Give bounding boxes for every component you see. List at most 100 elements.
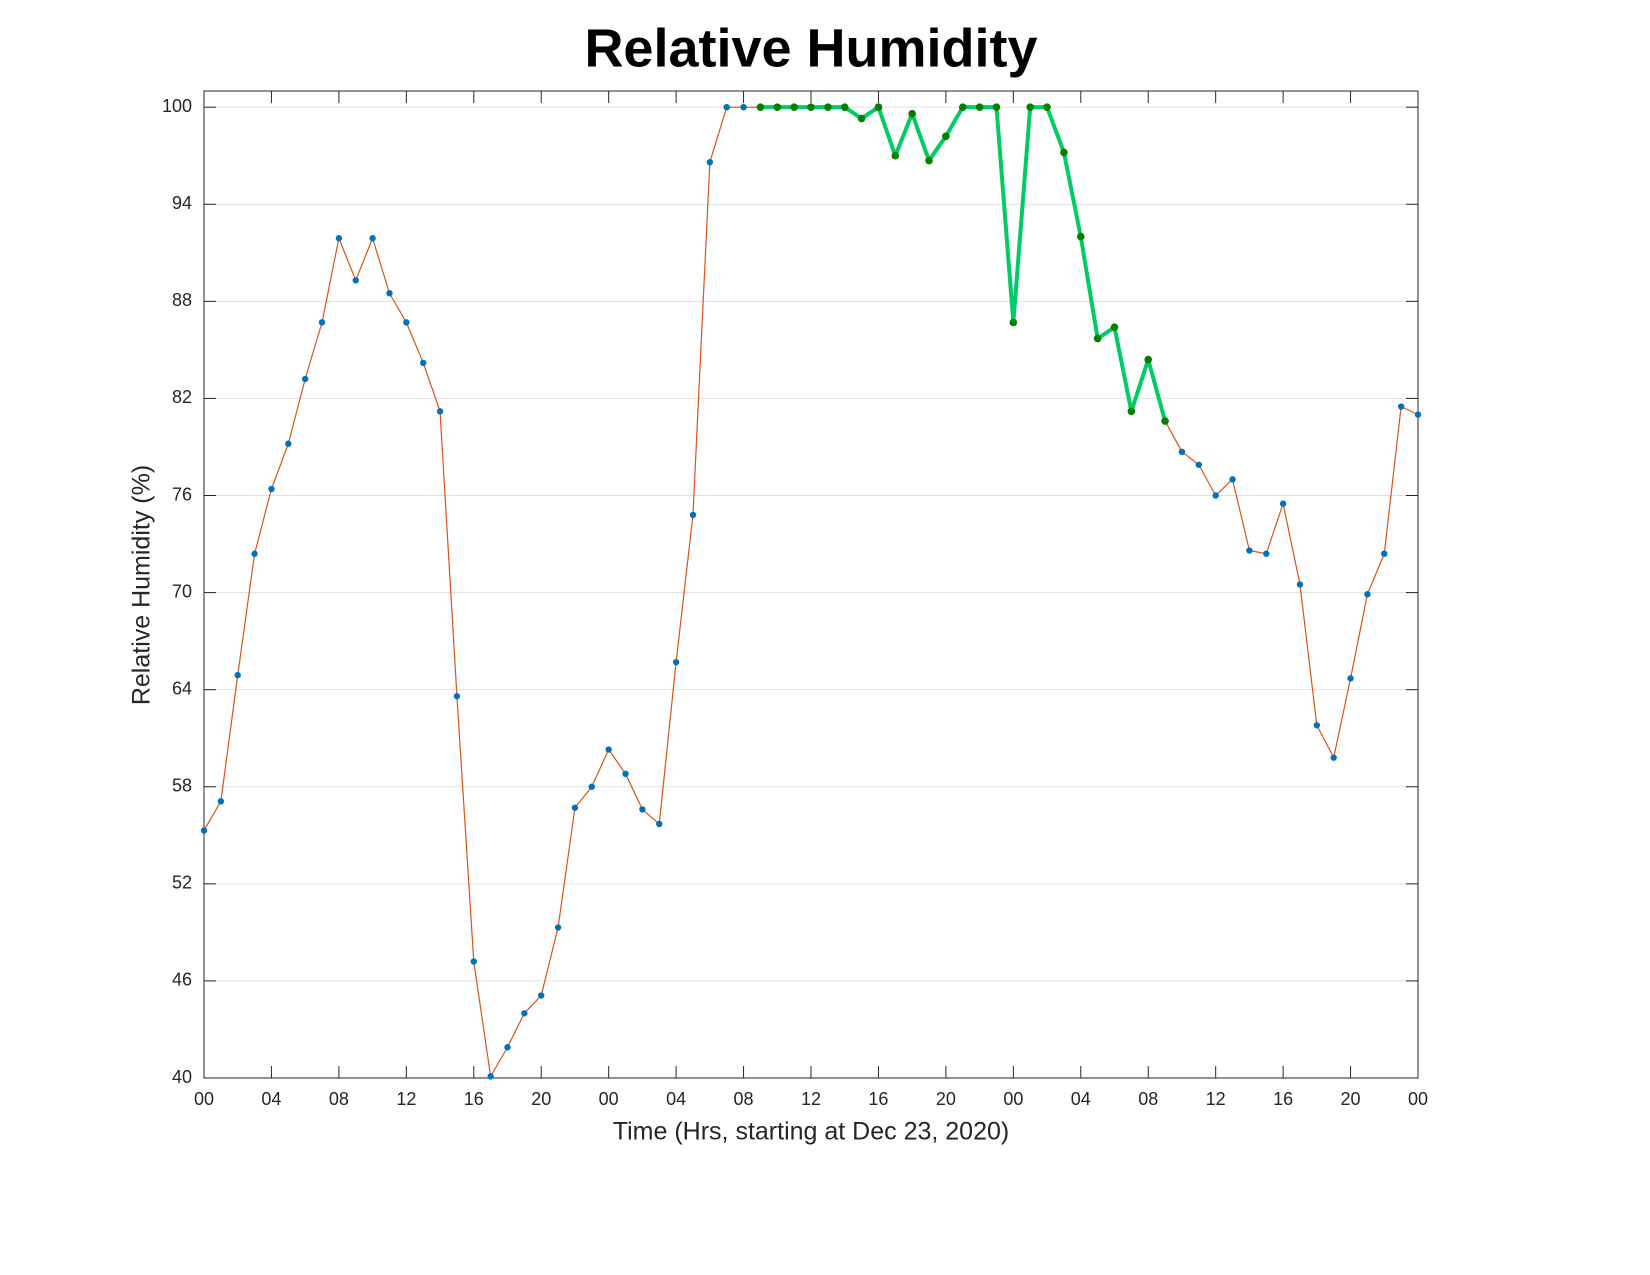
data-point [1043, 103, 1051, 111]
x-tick-label: 00 [194, 1089, 214, 1109]
data-point [672, 658, 680, 666]
data-point [1414, 411, 1422, 418]
data-point [824, 103, 832, 111]
data-point [958, 103, 967, 111]
y-tick-label: 70 [172, 581, 192, 601]
x-tick-label: 12 [396, 1089, 416, 1109]
y-tick-label: 46 [172, 970, 192, 990]
data-point [925, 156, 933, 165]
data-point [1026, 103, 1034, 111]
data-point [1313, 722, 1321, 729]
data-point [605, 746, 612, 753]
data-point [318, 319, 326, 326]
data-point [1093, 334, 1102, 343]
data-point [419, 359, 427, 367]
data-point [554, 924, 562, 931]
x-tick-label: 08 [734, 1089, 754, 1109]
x-tick-label: 00 [599, 1089, 619, 1109]
data-point [1397, 403, 1405, 410]
data-point [706, 158, 714, 166]
x-tick-label: 04 [666, 1089, 686, 1109]
x-tick-label: 20 [531, 1089, 551, 1109]
data-point [1110, 323, 1119, 332]
data-point [942, 132, 950, 141]
data-point [1246, 547, 1253, 554]
data-point [1144, 355, 1153, 364]
x-tick-label: 12 [801, 1089, 821, 1109]
data-point [301, 375, 309, 383]
data-point [1127, 407, 1136, 416]
data-point [352, 277, 359, 284]
data-point [369, 235, 376, 242]
y-tick-label: 52 [172, 873, 192, 893]
data-point [1330, 754, 1337, 761]
data-point [840, 103, 849, 111]
data-point [521, 1010, 528, 1017]
data-point [1009, 318, 1018, 327]
data-point [200, 827, 208, 834]
x-tick-label: 12 [1206, 1089, 1226, 1109]
data-point [538, 992, 545, 999]
data-point [251, 550, 258, 557]
data-point [1212, 492, 1219, 499]
x-tick-label: 16 [868, 1089, 888, 1109]
data-point [1364, 591, 1371, 598]
data-point [790, 103, 798, 111]
x-tick-label: 00 [1408, 1089, 1428, 1109]
data-point [740, 103, 747, 111]
x-tick-label: 20 [936, 1089, 956, 1109]
data-point [588, 783, 596, 790]
data-point [470, 958, 477, 965]
data-point [1347, 675, 1354, 682]
data-point [1060, 148, 1068, 157]
data-point [1263, 550, 1270, 557]
data-point [622, 770, 629, 778]
series-line [203, 106, 1419, 1077]
data-point [487, 1073, 494, 1080]
y-tick-label: 64 [172, 678, 192, 698]
data-point [571, 804, 579, 811]
x-tick-label: 04 [261, 1089, 281, 1109]
plot-frame [203, 90, 1419, 1079]
data-point [689, 511, 697, 519]
chart-title: Relative Humidity [584, 18, 1037, 78]
data-point [403, 319, 410, 326]
data-point [453, 692, 461, 700]
data-point [1229, 476, 1236, 483]
series-line [760, 105, 1168, 422]
data-point [773, 103, 782, 111]
y-tick-label: 88 [172, 290, 192, 310]
y-tick-label: 58 [172, 776, 192, 796]
data-point [268, 485, 275, 493]
data-point [504, 1044, 511, 1051]
data-point [1076, 232, 1085, 241]
data-point [756, 103, 765, 111]
data-point [386, 290, 393, 297]
y-tick-label: 94 [172, 193, 192, 213]
y-tick-label: 76 [172, 484, 192, 504]
data-point [1296, 581, 1304, 588]
data-point [285, 440, 292, 447]
x-tick-label: 16 [464, 1089, 484, 1109]
data-point [436, 408, 444, 415]
y-tick-label: 100 [162, 96, 192, 116]
data-point [874, 103, 883, 111]
data-point [217, 798, 225, 805]
data-point [656, 820, 663, 828]
x-tick-label: 16 [1273, 1089, 1293, 1109]
y-tick-label: 40 [172, 1067, 192, 1087]
data-point [857, 114, 866, 123]
data-point [1178, 448, 1186, 456]
x-tick-label: 00 [1003, 1089, 1023, 1109]
data-point [1381, 550, 1388, 557]
x-tick-label: 08 [329, 1089, 349, 1109]
data-point [1279, 500, 1287, 507]
x-tick-label: 20 [1341, 1089, 1361, 1109]
data-point [335, 235, 343, 242]
data-point [1161, 417, 1169, 425]
data-point [908, 109, 916, 118]
data-point [891, 151, 900, 160]
data-point [1195, 461, 1203, 468]
data-point [975, 103, 984, 111]
